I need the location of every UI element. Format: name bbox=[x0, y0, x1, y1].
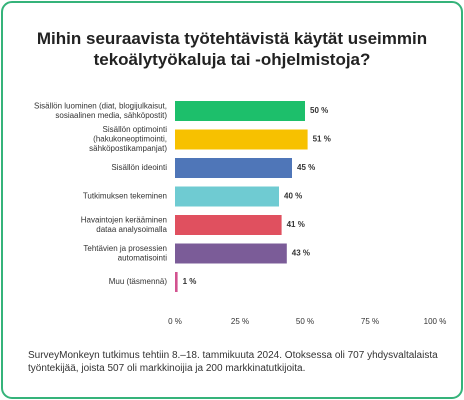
y-tick-label: Sisällön optimointi (hakukoneoptimointi, s… bbox=[89, 125, 167, 153]
value-label: 51 % bbox=[313, 135, 331, 144]
y-tick-label: Sisällön luominen (diat, blogijulkaisut,… bbox=[34, 101, 167, 120]
y-tick-label: Sisällön ideointi bbox=[111, 163, 167, 172]
x-tick-label: 25 % bbox=[231, 317, 249, 326]
value-label: 50 % bbox=[310, 106, 328, 115]
value-label: 45 % bbox=[297, 163, 315, 172]
bar bbox=[175, 272, 178, 292]
footnote: SurveyMonkeyn tutkimus tehtiin 8.–18. ta… bbox=[28, 350, 438, 374]
bar bbox=[175, 243, 287, 264]
value-label: 40 % bbox=[284, 192, 302, 201]
chart-title: Mihin seuraavista työtehtävistä käytät u… bbox=[36, 29, 428, 69]
x-tick-label: 100 % bbox=[424, 317, 447, 326]
y-tick-label: Muu (täsmennä) bbox=[109, 277, 168, 286]
y-tick-label: Tutkimuksen tekeminen bbox=[83, 192, 167, 201]
y-tick-label: Tehtävien ja prosessien automatisointi bbox=[83, 244, 167, 263]
bar bbox=[175, 158, 292, 178]
x-tick-label: 50 % bbox=[296, 317, 314, 326]
x-tick-label: 0 % bbox=[168, 317, 182, 326]
y-tick-label: Havaintojen kerääminen dataa analysoimall… bbox=[81, 215, 168, 234]
x-tick-label: 75 % bbox=[361, 317, 379, 326]
value-label: 1 % bbox=[183, 277, 197, 286]
value-label: 43 % bbox=[292, 249, 310, 258]
value-label: 41 % bbox=[287, 220, 305, 229]
bar bbox=[175, 101, 305, 121]
bar bbox=[175, 215, 282, 235]
bar bbox=[175, 129, 308, 150]
bar bbox=[175, 186, 279, 207]
